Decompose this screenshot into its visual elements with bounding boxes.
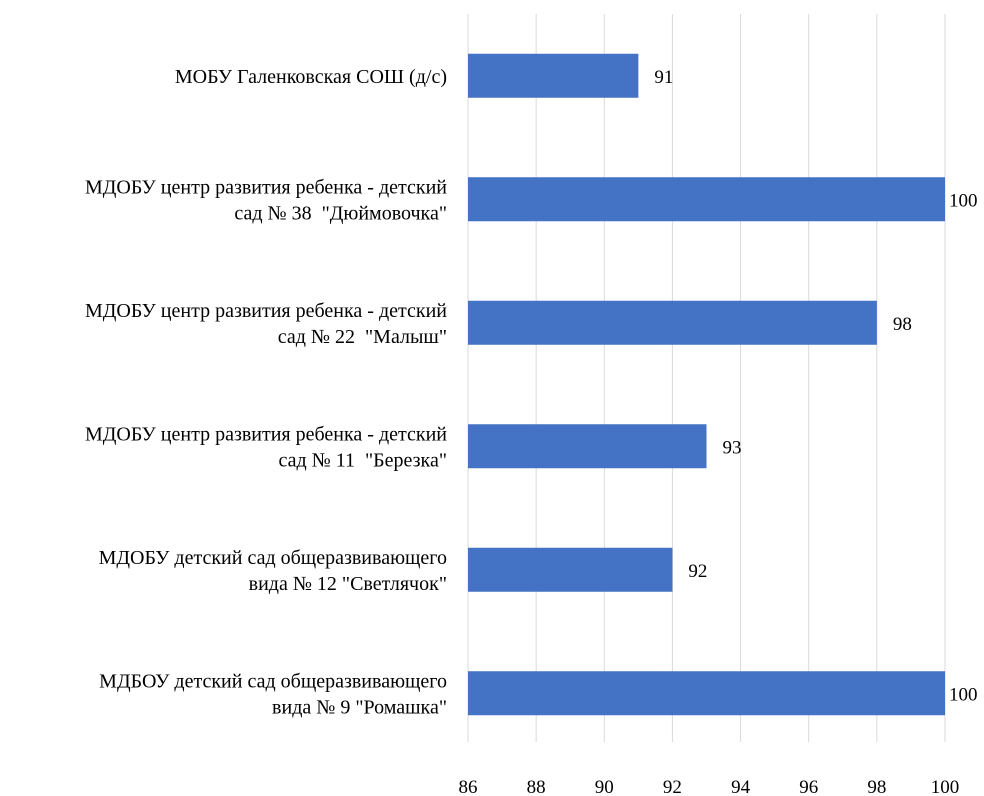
bar: [468, 53, 639, 98]
data-label: 100: [949, 190, 978, 211]
bar: [468, 300, 877, 345]
category-label: вида № 12 "Светлячок": [249, 573, 447, 595]
bar: [468, 547, 673, 592]
category-label: МДОБУ центр развития ребенка - детский: [85, 423, 447, 445]
bar: [468, 177, 945, 222]
bar: [468, 671, 945, 716]
bars: [468, 53, 945, 716]
data-label: 93: [723, 437, 742, 458]
x-tick-label: 96: [799, 777, 818, 796]
category-label: МДБОУ детский сад общеразвивающего: [99, 670, 447, 692]
x-tick-label: 94: [731, 777, 751, 796]
category-labels: МОБУ Галенковская СОШ (д/с) МДОБУ центр р…: [85, 66, 447, 719]
x-tick-label: 98: [867, 777, 886, 796]
data-labels: 91 100 98 93 92 100: [654, 67, 977, 706]
x-axis-tick-labels: 86 88 90 92 94 96 98 100: [459, 777, 960, 796]
data-label: 91: [654, 67, 673, 88]
category-label: сад № 11 "Березка": [278, 449, 447, 471]
x-tick-label: 88: [527, 777, 546, 796]
category-label: МДОБУ центр развития ребенка - детский: [85, 176, 447, 198]
data-label: 100: [949, 684, 978, 705]
category-label: вида № 9 "Ромашка": [272, 696, 447, 718]
category-label: сад № 38 "Дюймовочка": [234, 202, 447, 224]
category-label: МОБУ Галенковская СОШ (д/с): [175, 66, 447, 88]
gridlines: [467, 14, 946, 742]
x-tick-label: 90: [595, 777, 614, 796]
x-tick-label: 86: [459, 777, 478, 796]
data-label: 98: [893, 314, 912, 335]
category-label: МДОБУ центр развития ребенка - детский: [85, 300, 447, 322]
data-label: 92: [688, 561, 707, 582]
bar: [468, 424, 707, 469]
category-label: МДОБУ детский сад общеразвивающего: [99, 547, 447, 569]
x-tick-label: 92: [663, 777, 682, 796]
category-label: сад № 22 "Малыш": [278, 326, 447, 348]
x-tick-label: 100: [931, 777, 960, 796]
